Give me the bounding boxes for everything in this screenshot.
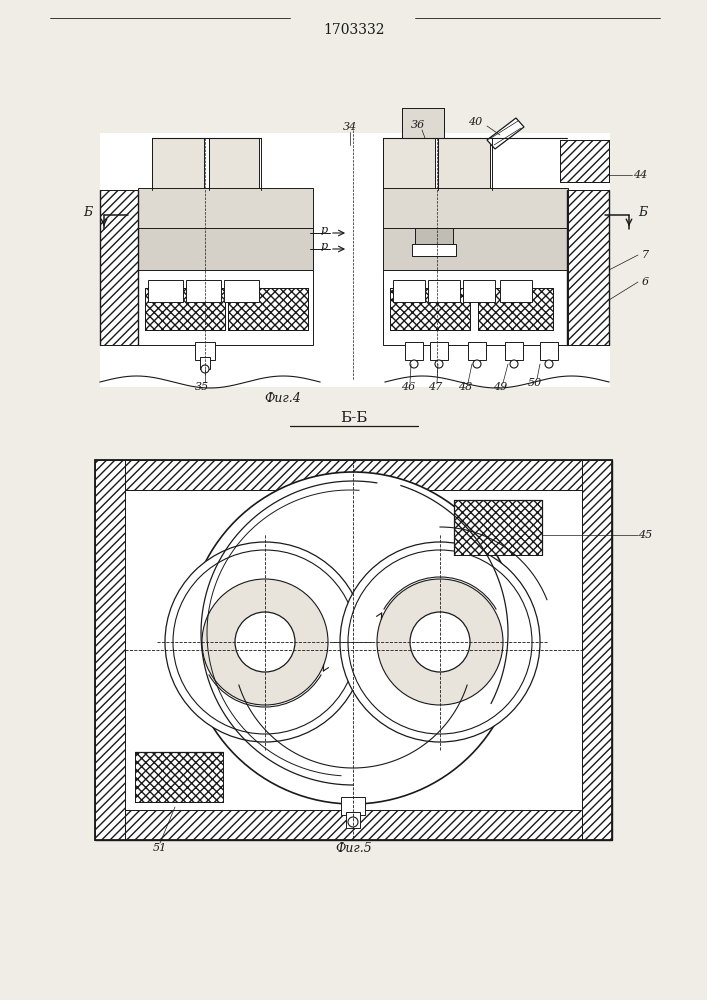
- Text: Фиг.5: Фиг.5: [336, 842, 373, 854]
- Text: 40: 40: [468, 117, 482, 127]
- Bar: [148, 280, 183, 302]
- Circle shape: [473, 360, 481, 368]
- Text: 46: 46: [401, 382, 415, 392]
- Bar: [428, 280, 460, 302]
- Circle shape: [340, 542, 540, 742]
- Bar: [228, 288, 308, 330]
- Bar: [100, 190, 138, 345]
- Circle shape: [235, 612, 295, 672]
- Bar: [438, 138, 490, 190]
- Bar: [393, 280, 425, 302]
- Text: 51: 51: [153, 843, 167, 853]
- Bar: [383, 138, 435, 190]
- Bar: [383, 188, 568, 230]
- Text: 47: 47: [428, 382, 442, 392]
- Text: р: р: [320, 241, 327, 251]
- Circle shape: [510, 360, 518, 368]
- Bar: [560, 140, 609, 182]
- Circle shape: [348, 550, 532, 734]
- Bar: [186, 280, 221, 302]
- Circle shape: [188, 473, 518, 803]
- Bar: [138, 188, 313, 230]
- Bar: [195, 342, 215, 360]
- Bar: [478, 288, 553, 330]
- Bar: [95, 810, 612, 840]
- Bar: [95, 460, 612, 490]
- Bar: [540, 342, 558, 360]
- Bar: [430, 342, 448, 360]
- Bar: [582, 460, 612, 840]
- Bar: [341, 797, 365, 815]
- Bar: [200, 357, 210, 369]
- Text: Б-Б: Б-Б: [340, 411, 368, 425]
- Bar: [505, 342, 523, 360]
- Circle shape: [410, 360, 418, 368]
- Text: 44: 44: [633, 170, 647, 180]
- Bar: [100, 190, 138, 345]
- Bar: [228, 288, 308, 330]
- Bar: [95, 460, 612, 840]
- Bar: [582, 460, 612, 840]
- Bar: [224, 280, 259, 302]
- Bar: [567, 190, 609, 345]
- Bar: [567, 190, 609, 345]
- Text: 45: 45: [638, 530, 652, 540]
- Text: 36: 36: [411, 120, 425, 130]
- Bar: [346, 812, 360, 828]
- Bar: [145, 288, 225, 330]
- Bar: [468, 342, 486, 360]
- Bar: [138, 228, 313, 272]
- Text: 34: 34: [343, 122, 357, 132]
- Bar: [138, 270, 313, 345]
- Bar: [135, 752, 223, 802]
- Bar: [415, 228, 453, 246]
- Bar: [405, 342, 423, 360]
- Bar: [95, 460, 125, 840]
- Polygon shape: [487, 118, 524, 149]
- Circle shape: [187, 472, 519, 804]
- Bar: [412, 244, 456, 256]
- Text: р: р: [320, 225, 327, 235]
- Bar: [454, 500, 542, 555]
- Text: Б: Б: [638, 207, 648, 220]
- Text: 48: 48: [458, 382, 472, 392]
- Bar: [95, 460, 612, 840]
- Text: Фиг.4: Фиг.4: [264, 391, 301, 404]
- Text: 35: 35: [195, 382, 209, 392]
- Circle shape: [173, 550, 357, 734]
- Circle shape: [545, 360, 553, 368]
- Circle shape: [410, 612, 470, 672]
- Bar: [95, 460, 612, 490]
- Text: 49: 49: [493, 382, 507, 392]
- Circle shape: [201, 365, 209, 373]
- Text: 7: 7: [641, 250, 648, 260]
- Circle shape: [348, 817, 358, 827]
- Circle shape: [377, 579, 503, 705]
- Bar: [100, 133, 610, 387]
- Circle shape: [165, 542, 365, 742]
- Circle shape: [435, 360, 443, 368]
- Bar: [500, 280, 532, 302]
- Bar: [152, 138, 204, 190]
- Bar: [454, 500, 542, 555]
- Bar: [478, 288, 553, 330]
- Text: 1703332: 1703332: [323, 23, 385, 37]
- Text: 50: 50: [528, 378, 542, 388]
- Bar: [145, 288, 225, 330]
- Bar: [463, 280, 495, 302]
- Text: Б: Б: [83, 207, 93, 220]
- Bar: [135, 752, 223, 802]
- Bar: [390, 288, 470, 330]
- Bar: [560, 140, 609, 182]
- Text: 6: 6: [641, 277, 648, 287]
- Bar: [209, 138, 259, 190]
- Bar: [390, 288, 470, 330]
- Bar: [383, 228, 568, 272]
- Circle shape: [202, 579, 328, 705]
- Bar: [402, 108, 444, 138]
- Bar: [95, 460, 125, 840]
- Bar: [95, 810, 612, 840]
- Bar: [383, 270, 568, 345]
